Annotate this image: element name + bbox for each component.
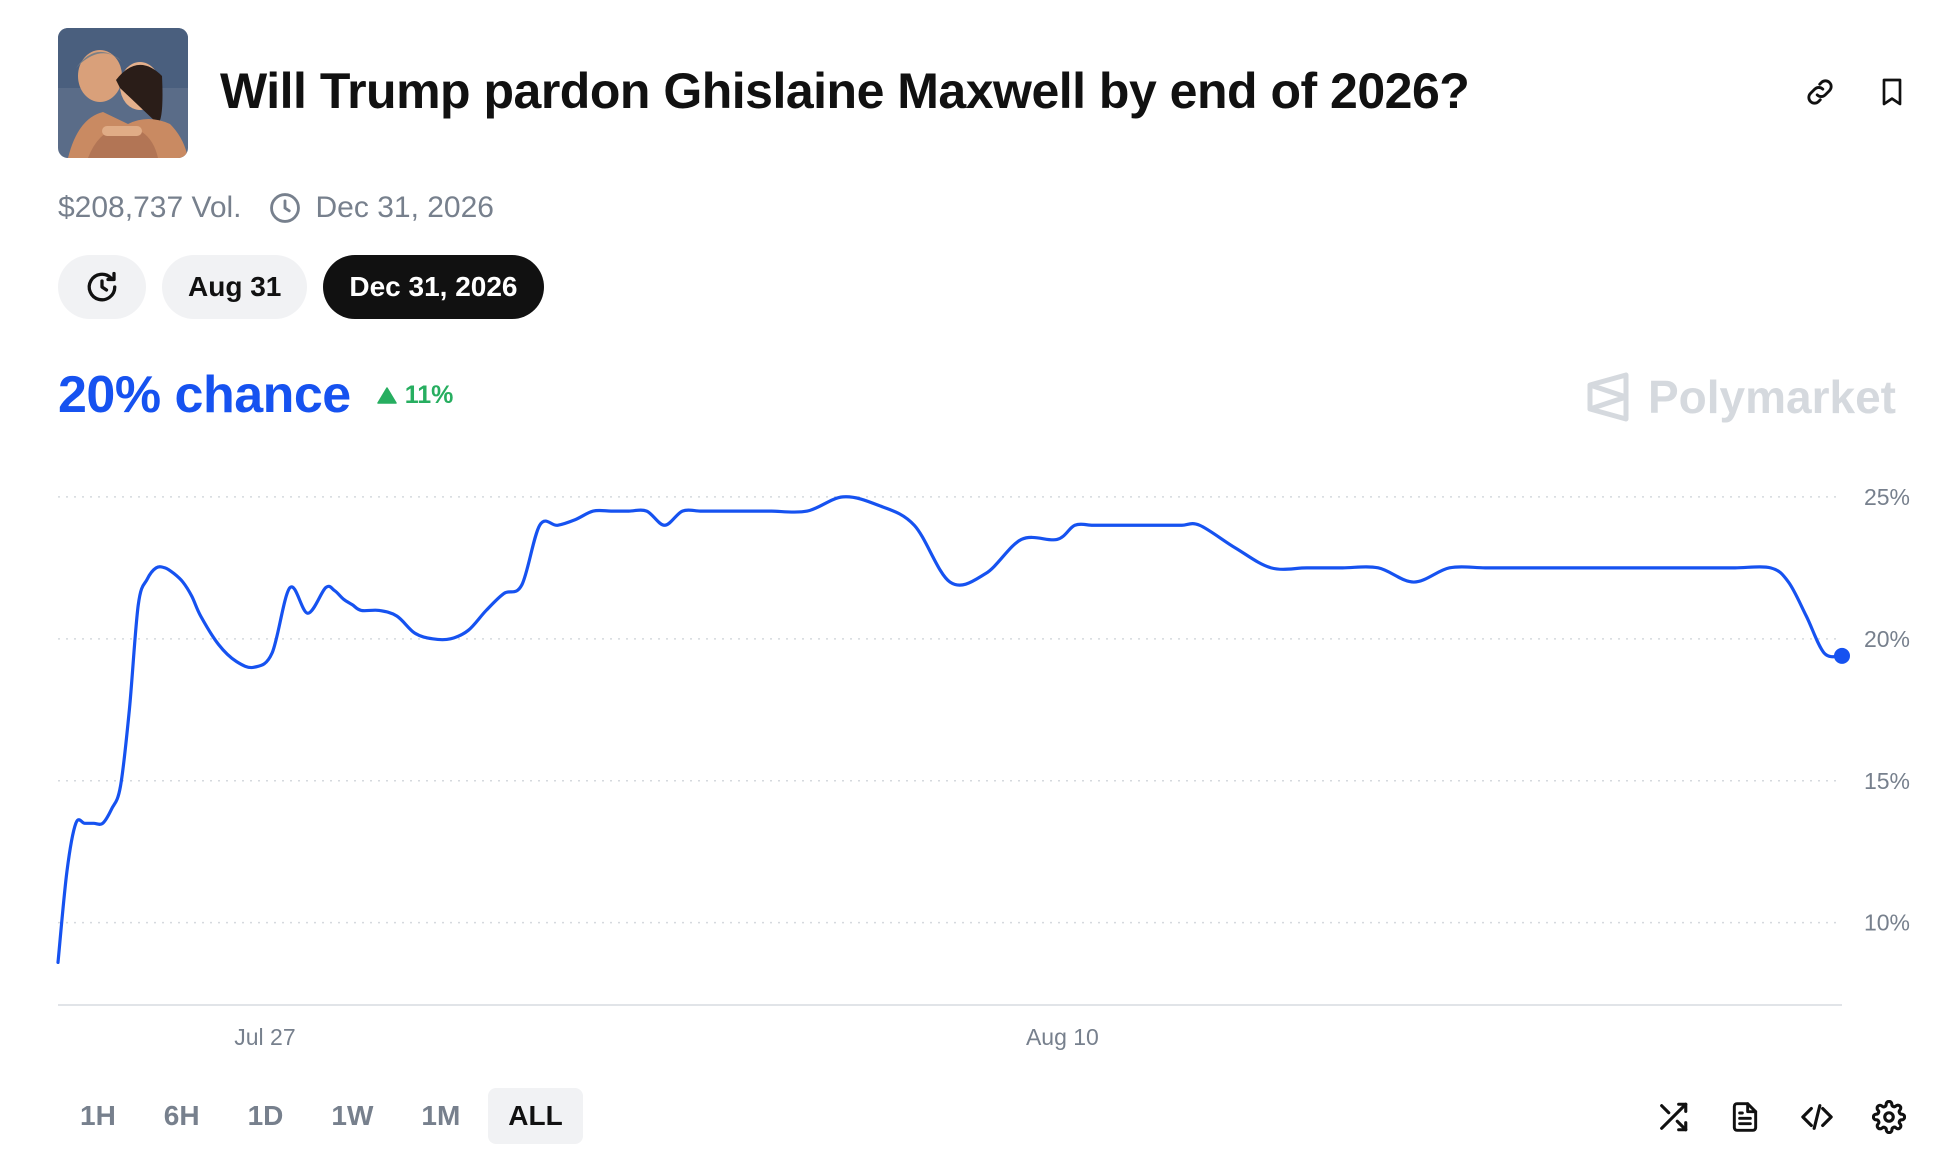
x-tick-label: Aug 10 [1026, 1024, 1099, 1050]
date-pill-aug-31[interactable]: Aug 31 [162, 255, 308, 319]
series-line [56, 495, 1844, 965]
polymarket-logo: Polymarket [1584, 370, 1896, 424]
y-tick-label: 10% [1864, 910, 1910, 936]
clock-icon [268, 191, 302, 225]
y-tick-label: 25% [1864, 484, 1910, 510]
time-range-selector: 1H 6H 1D 1W 1M ALL [60, 1088, 583, 1144]
triangle-up-icon [376, 386, 397, 404]
brand-name: Polymarket [1647, 371, 1896, 423]
history-button[interactable] [58, 255, 146, 319]
settings-icon[interactable] [1866, 1094, 1912, 1140]
end-date-label: Dec 31, 2026 [315, 191, 494, 224]
shuffle-icon[interactable] [1650, 1094, 1696, 1140]
market-meta: $208,737 Vol. Dec 31, 2026 [58, 188, 494, 228]
x-tick-label: Jul 27 [234, 1024, 295, 1050]
date-pills: Aug 31 Dec 31, 2026 [58, 255, 544, 319]
market-title: Will Trump pardon Ghislaine Maxwell by e… [220, 63, 1470, 119]
range-1h[interactable]: 1H [80, 1100, 116, 1131]
document-icon[interactable] [1722, 1094, 1768, 1140]
date-pill-dec-31-2026[interactable]: Dec 31, 2026 [323, 255, 544, 319]
y-tick-label: 20% [1864, 626, 1910, 652]
chance-delta: 11% [376, 380, 454, 410]
range-6h[interactable]: 6H [163, 1100, 200, 1131]
delta-value: 11% [404, 380, 454, 409]
range-all[interactable]: ALL [488, 1088, 583, 1144]
polymarket-mark-icon [1584, 371, 1632, 423]
market-thumbnail [58, 28, 188, 158]
chance-summary: 20% chance 11% [58, 365, 453, 425]
chance-value: 20% chance [58, 366, 351, 424]
range-1m[interactable]: 1M [421, 1100, 461, 1131]
link-icon[interactable] [1800, 72, 1840, 112]
y-tick-label: 15% [1864, 768, 1910, 794]
history-icon [84, 269, 120, 305]
bookmark-icon[interactable] [1872, 72, 1912, 112]
current-value-dot [1834, 647, 1850, 664]
volume-label: $208,737 Vol. [58, 191, 242, 224]
code-icon[interactable] [1794, 1094, 1840, 1140]
range-1w[interactable]: 1W [331, 1100, 374, 1131]
chart-tools [1650, 1094, 1912, 1140]
range-1d[interactable]: 1D [247, 1100, 284, 1131]
